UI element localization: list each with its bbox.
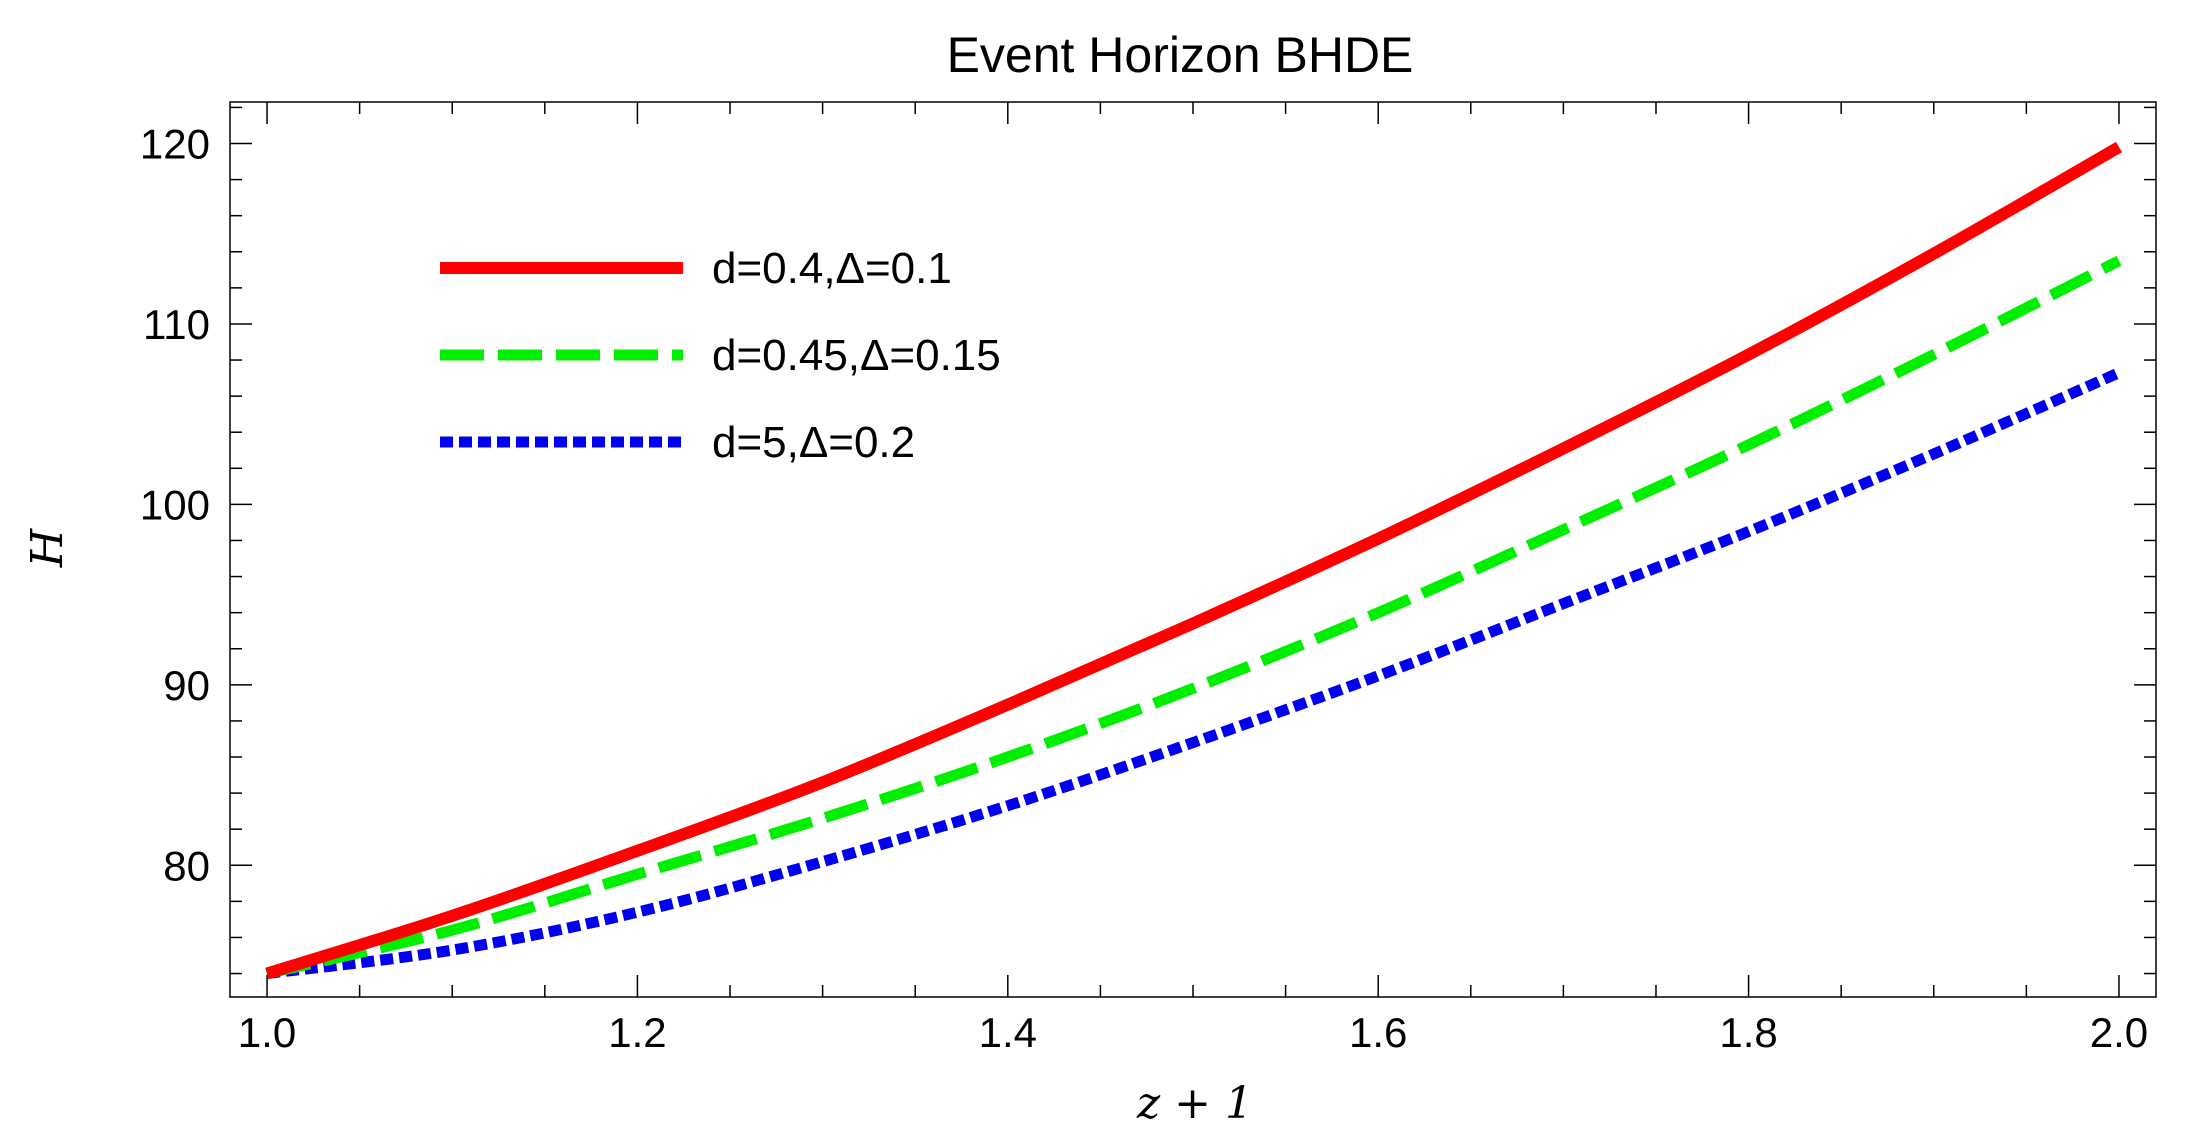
x-tick-label: 1.0 [238,1009,296,1056]
series-line-2 [265,255,2122,979]
x-tick-label: 1.8 [1719,1009,1777,1056]
series-line-3 [266,367,2122,979]
x-tick-label: 1.6 [1349,1009,1407,1056]
y-tick-label: 90 [163,662,210,709]
legend-label-3: d=5,Δ=0.2 [712,418,915,467]
series-line-1 [265,141,2122,980]
legend: d=0.4,Δ=0.1 d=0.45,Δ=0.15 d=5,Δ=0.2 [440,244,1001,467]
x-tick-label: 1.2 [608,1009,666,1056]
y-tick-label: 110 [143,301,210,348]
x-tick-label: 2.0 [2090,1009,2148,1056]
y-tick-label: 100 [140,481,210,528]
x-axis-label: z + 1 [1136,1078,1253,1129]
axis-ticks: 1.0 1.2 1.4 1.6 1.8 2.0 80 90 100 110 120 [140,102,2156,1056]
plot-frame [229,101,2157,998]
y-axis-label: H [22,527,73,568]
y-tick-label: 80 [163,842,210,889]
series-layer [265,141,2122,980]
y-tick-label: 120 [140,121,210,168]
legend-label-1: d=0.4,Δ=0.1 [712,244,952,293]
chart-title: Event Horizon BHDE [947,27,1414,83]
x-tick-label: 1.4 [979,1009,1037,1056]
legend-label-2: d=0.45,Δ=0.15 [712,331,1001,380]
